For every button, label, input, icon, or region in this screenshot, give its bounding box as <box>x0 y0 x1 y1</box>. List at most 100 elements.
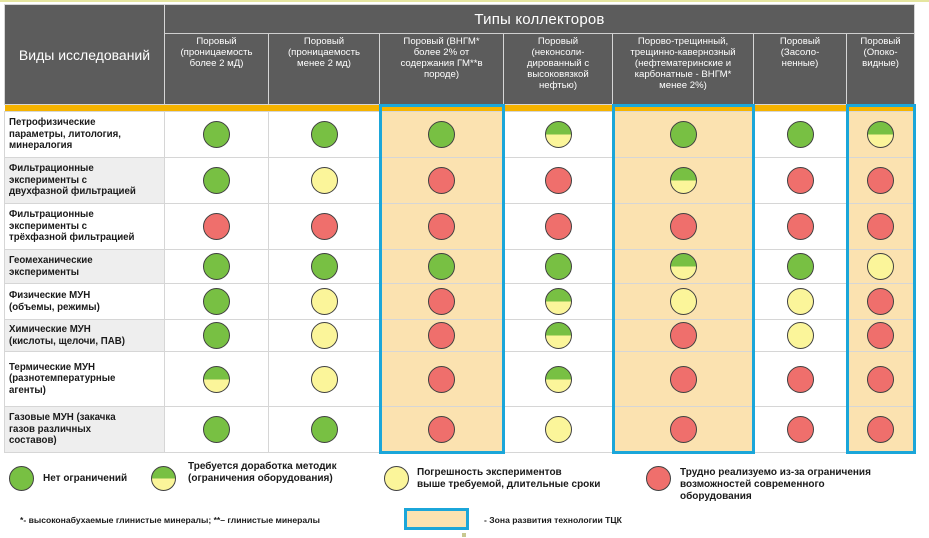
status-circle-half <box>544 288 572 315</box>
column-header-line: (проницаемость <box>180 47 253 59</box>
column-header-line: трещинно-кавернозный <box>630 47 736 59</box>
legend-half-circle <box>151 466 176 491</box>
column-header-4: Поровый (неконсоли-дированный с высоковязк… <box>503 33 613 105</box>
footnote: *- высоконабухаемые глинистые минералы; … <box>20 515 320 525</box>
column-header-line: ненные) <box>781 58 819 70</box>
matrix-cell <box>845 406 916 453</box>
status-circle-red <box>669 213 697 240</box>
matrix-cell <box>612 111 754 158</box>
legend-green-circle <box>9 466 34 491</box>
matrix-cell <box>379 157 504 204</box>
column-header-line: карбонатные - ВНГМ* <box>634 69 732 81</box>
table-row: Термические МУН (разнотемпературные агенты… <box>4 351 916 407</box>
matrix-cell <box>612 203 754 250</box>
research-type-label-line: составов) <box>9 435 57 447</box>
status-circle-half <box>867 121 895 148</box>
legend-hard: Трудно реализуемо из-за ограничения возм… <box>680 467 871 503</box>
status-circle-yellow <box>786 288 814 315</box>
status-circle-half <box>203 365 230 393</box>
legend-needs-methods-line-2: (ограничения оборудования) <box>188 473 333 484</box>
table-row: Фильтрационные эксперименты с трёхфазной ф… <box>4 203 916 250</box>
status-circle-red <box>786 416 814 443</box>
status-circle-half <box>544 365 572 393</box>
status-circle-red <box>867 416 895 443</box>
column-header-6: Поровый (Засоло-ненные) <box>753 33 847 105</box>
status-circle-red <box>544 167 572 194</box>
top-border-line <box>0 0 929 2</box>
column-header-line: (проницаемость <box>287 47 360 59</box>
research-type-label-line: Химические МУН <box>9 324 91 335</box>
column-header-line: Поровый <box>779 36 821 48</box>
matrix-cell <box>503 157 613 204</box>
column-header-3: Поровый (ВНГМ* более 2% от содержания ГМ**… <box>379 33 504 105</box>
matrix-cell <box>164 406 269 453</box>
status-circle-half <box>544 322 572 349</box>
status-circle-green <box>786 253 814 280</box>
status-circle-red <box>544 213 572 240</box>
matrix-cell <box>268 111 380 158</box>
status-circle-green <box>203 167 230 194</box>
status-circle-yellow <box>669 288 697 315</box>
matrix-cell <box>268 319 380 352</box>
column-header-line: видные) <box>862 58 899 70</box>
status-circle-green <box>310 121 338 148</box>
gold-stripe <box>4 104 915 112</box>
research-type-label-line: двухфазной фильтрацией <box>9 186 136 198</box>
matrix-cell <box>164 283 269 320</box>
column-header-line: Поровый (ВНГМ* <box>403 36 480 48</box>
status-circle-half <box>669 253 697 280</box>
legend-error-time-line-2: выше требуемой, длительные сроки <box>417 479 601 490</box>
status-circle-red <box>786 365 814 393</box>
collector-matrix-table: Виды исследований Типы коллекторов Поров… <box>4 3 916 453</box>
research-type-label: Термические МУН (разнотемпературные агенты… <box>4 351 165 407</box>
status-circle-red <box>428 322 455 349</box>
column-header-row: Поровый (проницаемость более 2 мД) Поровый(… <box>5 33 916 105</box>
status-circle-yellow <box>310 167 338 194</box>
table-row: Физические МУН (объемы, режимы) <box>4 283 916 320</box>
status-circle-yellow <box>310 365 338 393</box>
research-type-label-line: Петрофизические <box>9 117 96 129</box>
legend-hard-line-3: оборудования <box>680 491 752 502</box>
table-row: Химические МУН (кислоты, щелочи, ПАВ) <box>4 319 916 352</box>
column-header-line: менее 2%) <box>659 80 707 92</box>
research-type-label-line: газов различных <box>9 423 92 435</box>
column-header-7: Поровый (Опоко-видные) <box>845 33 916 105</box>
table-row: Газовые МУН (закачка газов различных соста… <box>4 406 916 453</box>
column-header-line: менее 2 мд) <box>297 58 351 70</box>
status-circle-half <box>544 121 572 148</box>
matrix-cell <box>503 351 613 407</box>
matrix-cell <box>503 111 613 158</box>
matrix-cell <box>845 157 916 204</box>
matrix-cell <box>379 111 504 158</box>
matrix-cell <box>845 351 916 407</box>
matrix-cell <box>612 319 754 352</box>
matrix-cell <box>753 406 847 453</box>
column-header-line: Порово-трещинный, <box>637 36 729 48</box>
matrix-cell <box>845 283 916 320</box>
legend-needs-methods: Требуется доработка методик (ограничения… <box>188 461 337 485</box>
matrix-cell <box>503 319 613 352</box>
matrix-cell <box>268 283 380 320</box>
matrix-cell <box>164 111 269 158</box>
matrix-cell <box>164 157 269 204</box>
legend-hard-line-1: Трудно реализуемо из-за ограничения <box>680 467 871 478</box>
table-row: Фильтрационные эксперименты с двухфазной ф… <box>4 157 916 204</box>
column-header-line: дированный с <box>526 58 590 70</box>
research-type-label-line: (разнотемпературные <box>9 373 116 385</box>
matrix-cell <box>164 203 269 250</box>
matrix-cell <box>164 249 269 284</box>
bottom-tick-mark <box>462 533 466 537</box>
status-circle-red <box>428 288 455 315</box>
table-row: Петрофизические параметры, литология, мине… <box>4 111 916 158</box>
legend-no-limits: Нет ограничений <box>43 473 128 484</box>
matrix-cell <box>268 406 380 453</box>
column-header-line: Поровый <box>537 36 579 48</box>
legend-yellow-circle <box>384 466 409 491</box>
gold-separator-row <box>4 104 915 112</box>
status-circle-yellow <box>310 288 338 315</box>
column-header-line: (Опоко- <box>863 47 898 59</box>
status-circle-green <box>786 121 814 148</box>
matrix-cell <box>379 319 504 352</box>
research-type-label: Физические МУН (объемы, режимы) <box>4 283 165 320</box>
matrix-cell <box>612 406 754 453</box>
